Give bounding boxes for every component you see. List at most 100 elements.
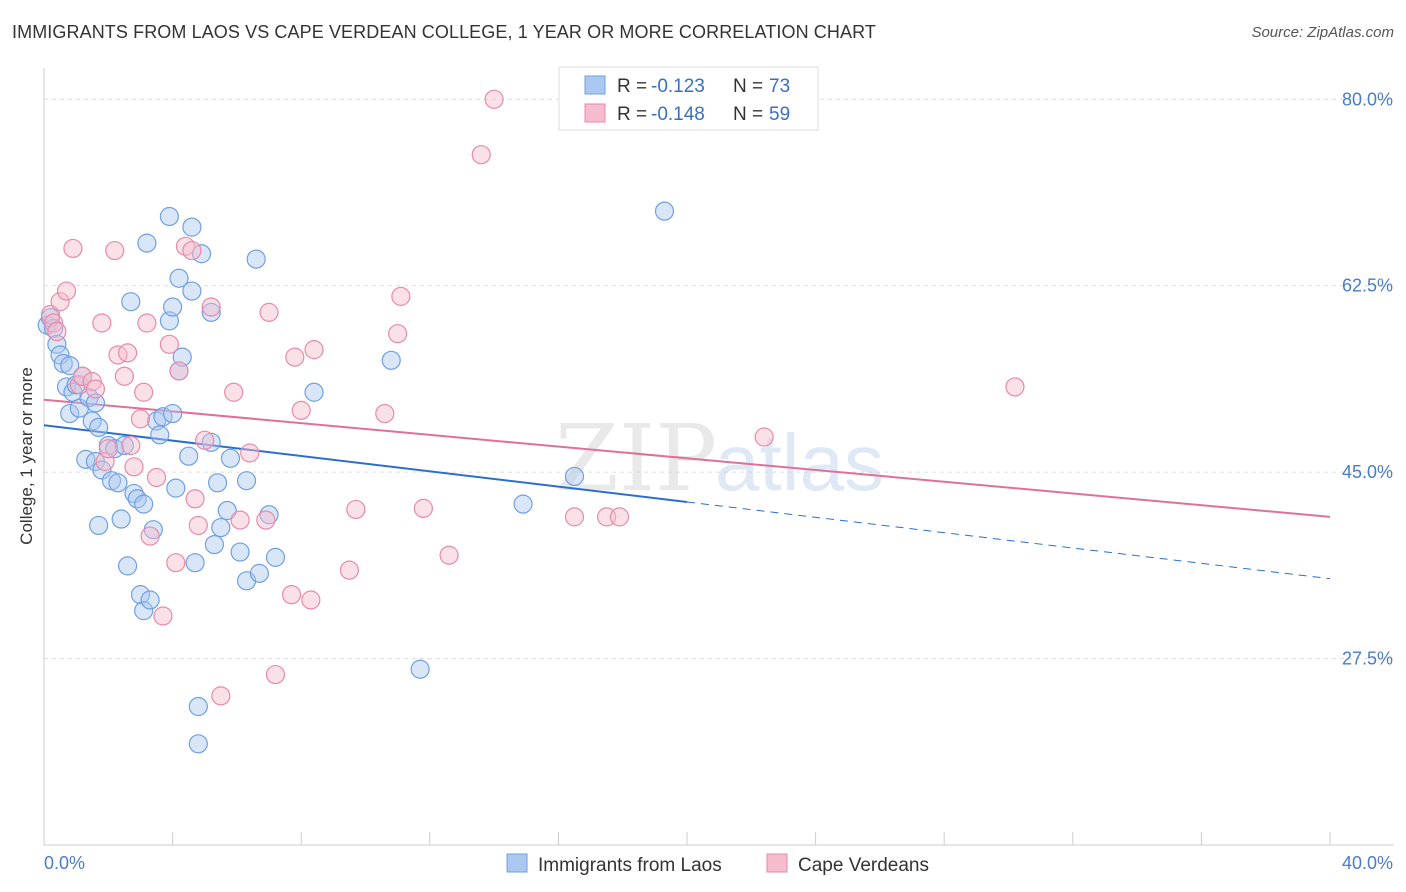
point-cape-verdean: [98, 439, 118, 459]
point-laos: [163, 297, 183, 317]
point-cape-verdean: [85, 379, 106, 399]
point-laos: [182, 217, 202, 237]
point-cape-verdean: [63, 238, 83, 259]
point-laos: [304, 382, 324, 402]
point-cape-verdean: [256, 510, 276, 530]
point-cape-verdean: [95, 451, 115, 472]
point-laos: [130, 585, 151, 605]
point-laos: [217, 500, 237, 521]
point-laos: [127, 489, 147, 509]
point-cape-verdean: [153, 606, 173, 626]
point-laos: [513, 494, 533, 514]
bottom-legend-swatch-cape-verdean: [766, 853, 788, 873]
point-laos: [111, 509, 131, 529]
point-laos: [564, 466, 585, 487]
point-cape-verdean: [114, 366, 134, 386]
point-cape-verdean: [92, 313, 112, 333]
point-laos: [114, 435, 134, 456]
chart-title: IMMIGRANTS FROM LAOS VS CAPE VERDEAN COL…: [12, 22, 876, 42]
point-cape-verdean: [240, 443, 260, 463]
point-laos: [166, 478, 186, 498]
point-laos: [410, 659, 430, 679]
legend-swatch-laos: [584, 75, 606, 95]
point-laos: [108, 473, 128, 493]
legend-r-label-laos: R =: [617, 76, 647, 97]
point-cape-verdean: [50, 292, 70, 312]
y-tick-label: 27.5%: [1342, 649, 1393, 669]
point-cape-verdean: [375, 403, 395, 424]
point-laos: [163, 403, 183, 424]
point-laos: [246, 249, 266, 269]
point-cape-verdean: [201, 297, 221, 317]
point-laos: [185, 553, 205, 573]
point-cape-verdean: [281, 585, 302, 605]
point-laos: [117, 556, 138, 576]
point-cape-verdean: [117, 343, 138, 363]
point-cape-verdean: [121, 435, 141, 456]
y-tick-label: 80.0%: [1342, 89, 1393, 109]
point-laos: [169, 268, 189, 288]
point-cape-verdean: [108, 345, 128, 365]
legend-n-label-cape-verdean: N =: [733, 104, 763, 125]
point-cape-verdean: [259, 302, 279, 322]
point-laos: [140, 590, 160, 610]
point-cape-verdean: [304, 340, 324, 360]
point-cape-verdean: [346, 499, 366, 520]
point-laos: [211, 517, 231, 538]
point-cape-verdean: [159, 334, 179, 354]
point-cape-verdean: [130, 409, 151, 429]
x-tick-label-min: 0.0%: [44, 853, 85, 873]
point-laos: [188, 696, 208, 717]
y-tick-label: 45.0%: [1342, 462, 1393, 482]
point-cape-verdean: [195, 430, 215, 450]
legend-r-value-laos: -0.123: [651, 76, 705, 97]
point-laos: [60, 356, 80, 376]
point-cape-verdean: [339, 560, 360, 580]
point-laos: [208, 473, 228, 493]
legend-r-label-cape-verdean: R =: [617, 104, 647, 125]
point-cape-verdean: [72, 366, 93, 386]
x-tick-label-max: 40.0%: [1342, 853, 1393, 873]
point-laos: [89, 417, 109, 438]
point-laos: [249, 563, 270, 583]
point-cape-verdean: [609, 507, 630, 527]
point-laos: [182, 281, 202, 301]
point-laos: [134, 494, 154, 514]
point-cape-verdean: [47, 321, 67, 342]
point-cape-verdean: [188, 515, 208, 536]
point-cape-verdean: [137, 313, 157, 333]
point-cape-verdean: [224, 382, 244, 402]
bottom-legend-label-cape-verdean: Cape Verdeans: [798, 855, 929, 876]
point-laos: [76, 449, 96, 469]
point-laos: [259, 505, 279, 525]
legend-n-label-laos: N =: [733, 76, 763, 97]
point-cape-verdean: [56, 281, 77, 301]
point-cape-verdean: [301, 590, 321, 610]
y-tick-labels: 27.5% 45.0% 62.5% 80.0%: [1342, 89, 1393, 668]
data-points: [37, 89, 1025, 754]
point-laos: [124, 483, 144, 504]
bottom-legend-swatch-laos: [506, 853, 528, 873]
point-laos: [150, 425, 170, 445]
point-cape-verdean: [1005, 377, 1025, 397]
bottom-legend-label-laos: Immigrants from Laos: [538, 855, 722, 876]
point-cape-verdean: [265, 664, 286, 685]
point-cape-verdean: [471, 145, 491, 165]
point-cape-verdean: [439, 545, 459, 565]
trend-line-cape-verdean: [43, 398, 1331, 518]
point-cape-verdean: [124, 457, 144, 477]
point-laos: [60, 403, 80, 424]
x-axis-ticks: [43, 832, 1331, 845]
point-cape-verdean: [146, 467, 167, 488]
point-laos: [230, 542, 250, 562]
trend-line-laos-extrapolated: [686, 501, 1331, 580]
point-laos: [220, 448, 241, 468]
point-laos: [204, 534, 224, 555]
point-cape-verdean: [484, 89, 504, 109]
point-laos: [188, 734, 208, 754]
stats-legend: R = -0.123 N = 73 R = -0.148 N = 59: [558, 66, 819, 131]
point-laos: [236, 471, 257, 491]
point-cape-verdean: [105, 240, 125, 261]
point-cape-verdean: [413, 498, 433, 518]
